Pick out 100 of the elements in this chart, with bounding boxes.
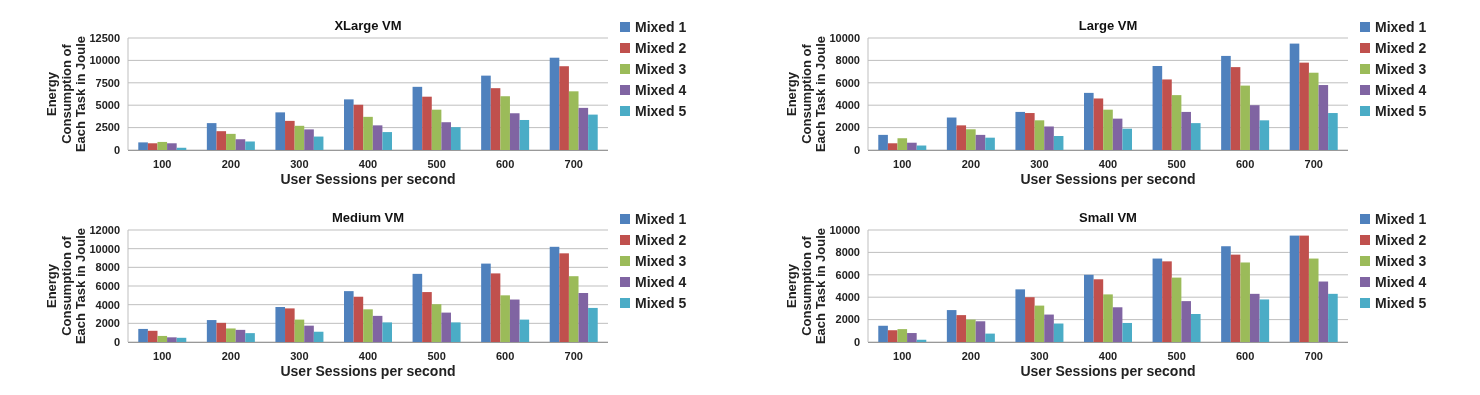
x-tick-label: 400 (1098, 350, 1118, 362)
bar (431, 109, 442, 150)
y-tick-label: 0 (853, 335, 860, 348)
bar (1249, 105, 1260, 150)
bar (245, 333, 255, 342)
legend-label: Mixed 5 (1375, 294, 1427, 311)
bar (275, 112, 286, 150)
bar (450, 322, 461, 342)
legend-label: Mixed 1 (1375, 210, 1427, 227)
bar (275, 307, 286, 342)
bar (1190, 314, 1201, 342)
bar (1015, 289, 1026, 342)
bar (878, 134, 888, 150)
x-tick-label: 400 (1098, 158, 1118, 170)
bar (1249, 293, 1260, 342)
bar (897, 138, 908, 150)
bar (147, 330, 158, 342)
bar (138, 142, 148, 150)
bar (226, 328, 236, 342)
y-tick-label: 10000 (89, 242, 120, 255)
bar (1230, 254, 1241, 342)
x-tick-label: 600 (1235, 158, 1255, 170)
bar (1190, 123, 1201, 150)
bar (216, 131, 227, 150)
bar (1044, 126, 1054, 150)
bar (1122, 128, 1132, 150)
legend-label: Mixed 1 (635, 18, 687, 35)
y-tick-label: 8000 (835, 54, 860, 67)
bar (559, 253, 569, 342)
bar (578, 293, 589, 342)
bar (176, 337, 187, 342)
legend-label: Mixed 2 (1375, 231, 1427, 248)
y-axis-title: Energy Consumption of Each Task in Joule (44, 35, 88, 153)
bar (226, 133, 236, 150)
bar (1318, 281, 1329, 342)
legend-label: Mixed 3 (635, 252, 687, 269)
y-tick-label: 2000 (835, 121, 860, 134)
bar (245, 141, 255, 150)
bar (956, 125, 967, 150)
bar (372, 125, 383, 150)
y-tick-label: 10000 (89, 54, 120, 67)
x-tick-label: 700 (1304, 158, 1323, 170)
bar (363, 309, 373, 342)
x-tick-label: 500 (427, 158, 446, 170)
x-tick-label: 200 (221, 350, 241, 362)
y-tick-label: 0 (113, 335, 120, 348)
bar (985, 137, 995, 150)
bar (412, 273, 423, 342)
bar (490, 273, 501, 342)
bar (519, 119, 530, 150)
x-tick-label: 600 (1235, 350, 1255, 362)
y-tick-label: 2000 (835, 313, 860, 326)
x-axis-title: User Sessions per second (1020, 363, 1196, 379)
x-tick-label: 300 (1030, 350, 1049, 362)
y-tick-label: 6000 (95, 279, 120, 292)
bar (441, 122, 451, 150)
bar (1162, 79, 1172, 150)
bar (897, 329, 908, 342)
bar (1112, 118, 1123, 150)
y-tick-label: 4000 (95, 298, 120, 311)
x-tick-label: 300 (290, 158, 309, 170)
y-tick-label: 10000 (829, 31, 860, 44)
bar (235, 329, 246, 342)
x-tick-label: 200 (221, 158, 241, 170)
bar (1093, 279, 1104, 342)
bar (157, 141, 168, 150)
bar (946, 117, 957, 150)
y-tick-label: 4000 (835, 291, 860, 304)
bar (1112, 307, 1123, 342)
bar (887, 143, 898, 150)
bar (304, 129, 314, 150)
y-axis-title: Energy Consumption of Each Task in Joule (44, 227, 88, 345)
x-tick-label: 600 (495, 350, 515, 362)
bar (588, 114, 598, 150)
legend-label: Mixed 4 (635, 273, 687, 290)
bar (975, 321, 986, 342)
legend-label: Mixed 1 (635, 210, 687, 227)
bar (1181, 111, 1191, 150)
x-tick-label: 500 (1167, 350, 1186, 362)
legend-label: Mixed 5 (635, 294, 687, 311)
bar (1221, 246, 1231, 342)
bar (1025, 297, 1035, 342)
bar (1152, 258, 1163, 342)
bar (568, 276, 579, 342)
legend-label: Mixed 1 (1375, 18, 1427, 35)
bar (313, 331, 324, 342)
bar (509, 113, 520, 150)
x-tick-label: 600 (495, 158, 515, 170)
bar (1308, 72, 1319, 150)
bar (294, 319, 305, 342)
chart-title: Small VM (1079, 210, 1137, 225)
y-tick-label: 8000 (835, 246, 860, 259)
bar (907, 142, 917, 150)
bar (1053, 136, 1064, 150)
bar (353, 104, 364, 150)
bar (216, 322, 227, 342)
bar (1289, 235, 1300, 342)
bar (344, 291, 354, 342)
bar (956, 315, 967, 342)
bar (1221, 55, 1231, 150)
